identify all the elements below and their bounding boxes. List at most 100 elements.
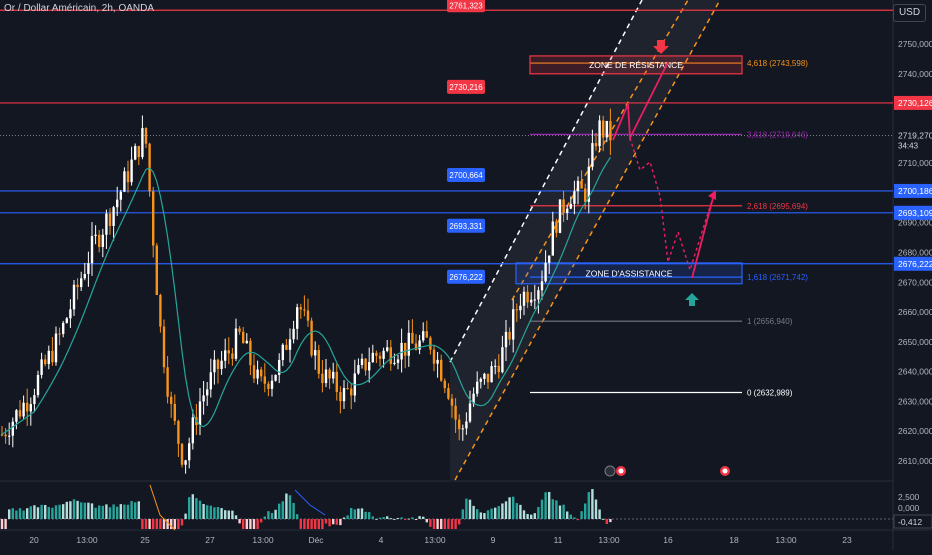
oscillator-bar xyxy=(166,519,169,529)
oscillator-bar xyxy=(486,510,490,519)
oscillator-bar xyxy=(414,519,418,520)
x-tick-label: 4 xyxy=(379,535,384,545)
level-badge-label: 2693,331 xyxy=(449,222,483,231)
oscillator-bar xyxy=(339,519,342,526)
candle-body xyxy=(36,374,40,396)
oscillator-bar xyxy=(472,505,475,519)
oscillator-bar xyxy=(479,512,482,519)
y-tick-label: 2620,000 xyxy=(898,426,932,436)
fib-label: 1,618 (2671,742) xyxy=(747,273,808,282)
oscillator-bar xyxy=(609,519,612,523)
oscillator-bar xyxy=(504,501,508,519)
y-tick-label: 2660,000 xyxy=(898,307,932,317)
candle-body xyxy=(87,263,90,275)
candle-body xyxy=(522,291,526,306)
y-tick-label: 2750,000 xyxy=(898,39,932,49)
oscillator-bar xyxy=(324,519,328,524)
candle-body xyxy=(65,318,68,323)
oscillator-bar xyxy=(231,510,234,519)
oscillator-bar xyxy=(576,519,580,521)
oscillator-bar xyxy=(213,507,216,519)
candle-body xyxy=(288,339,292,350)
oscillator-bar xyxy=(299,519,302,529)
oscillator-bar xyxy=(267,511,270,519)
candle-body xyxy=(155,245,158,296)
y-tick-label: 2610,000 xyxy=(898,456,932,466)
oscillator-bar xyxy=(429,519,432,527)
oscillator-bar xyxy=(18,508,22,519)
candle-body xyxy=(432,349,436,364)
oscillator-bar xyxy=(26,508,29,519)
candle-body xyxy=(112,207,115,227)
candle-body xyxy=(101,234,104,247)
x-tick-label: Déc xyxy=(308,535,324,545)
candle-body xyxy=(303,309,306,311)
oscillator-bar xyxy=(533,513,536,519)
oscillator-bar xyxy=(328,519,331,527)
candle-body xyxy=(188,443,191,461)
oscillator-bar xyxy=(62,504,65,519)
candle-body xyxy=(494,365,497,367)
candle-body xyxy=(342,387,346,402)
y-tick-label: 2670,000 xyxy=(898,277,932,287)
oscillator-bar xyxy=(83,502,86,519)
candle-body xyxy=(216,359,220,369)
oscillator-bar xyxy=(274,509,277,519)
oscillator-bar xyxy=(216,506,220,519)
level-badge-label: 2730,216 xyxy=(449,83,483,92)
oscillator-bar xyxy=(220,508,223,519)
candle-body xyxy=(8,435,11,437)
candle-body xyxy=(396,359,400,363)
candle-body xyxy=(533,299,536,301)
candle-body xyxy=(69,309,72,319)
oscillator-bar xyxy=(29,506,32,519)
oscillator-bar xyxy=(296,514,299,519)
oscillator-bar xyxy=(537,506,540,519)
oscillator-bar xyxy=(306,519,310,529)
x-tick-label: 13:00 xyxy=(775,535,797,545)
candle-body xyxy=(162,326,166,368)
candle-body xyxy=(314,350,317,356)
candle-body xyxy=(544,262,547,282)
y-tick-label: 2630,000 xyxy=(898,396,932,406)
oscillator-bar xyxy=(242,519,245,529)
candle-body xyxy=(299,307,302,310)
candle-body xyxy=(108,213,112,227)
candle-body xyxy=(548,255,551,263)
oscillator-bar xyxy=(346,515,349,519)
fib-label: 1 (2656,940) xyxy=(747,317,793,326)
y-tick-label: 2710,000 xyxy=(898,158,932,168)
candle-body xyxy=(562,199,565,213)
oscillator-bar xyxy=(342,517,346,519)
candle-body xyxy=(425,331,428,338)
oscillator-bar xyxy=(155,519,158,529)
oscillator-bar xyxy=(321,519,324,529)
oscillator-bar xyxy=(393,518,396,520)
oscillator-bar xyxy=(551,499,554,519)
candle-body xyxy=(378,355,382,359)
axis-price-badge xyxy=(894,205,932,220)
candle-body xyxy=(569,203,572,209)
oscillator-bar xyxy=(263,516,266,519)
x-tick-label: 11 xyxy=(554,535,563,545)
oscillator-bar xyxy=(281,501,284,519)
candle-body xyxy=(346,387,349,389)
oscillator-macd-line xyxy=(294,489,326,516)
oscillator-bar xyxy=(310,519,313,529)
oscillator-bar xyxy=(191,494,194,519)
candle-body xyxy=(245,340,248,344)
candle-body xyxy=(256,369,259,379)
oscillator-bar xyxy=(544,492,547,519)
candle-body xyxy=(357,364,360,374)
currency-button[interactable]: USD xyxy=(893,4,926,22)
candle-body xyxy=(324,369,328,384)
candle-body xyxy=(141,128,144,158)
candle-body xyxy=(126,171,130,183)
candle-body xyxy=(18,410,22,417)
oscillator-bar xyxy=(256,519,259,529)
candle-body xyxy=(144,128,148,144)
candle-body xyxy=(375,352,378,356)
candle-body xyxy=(26,402,29,412)
